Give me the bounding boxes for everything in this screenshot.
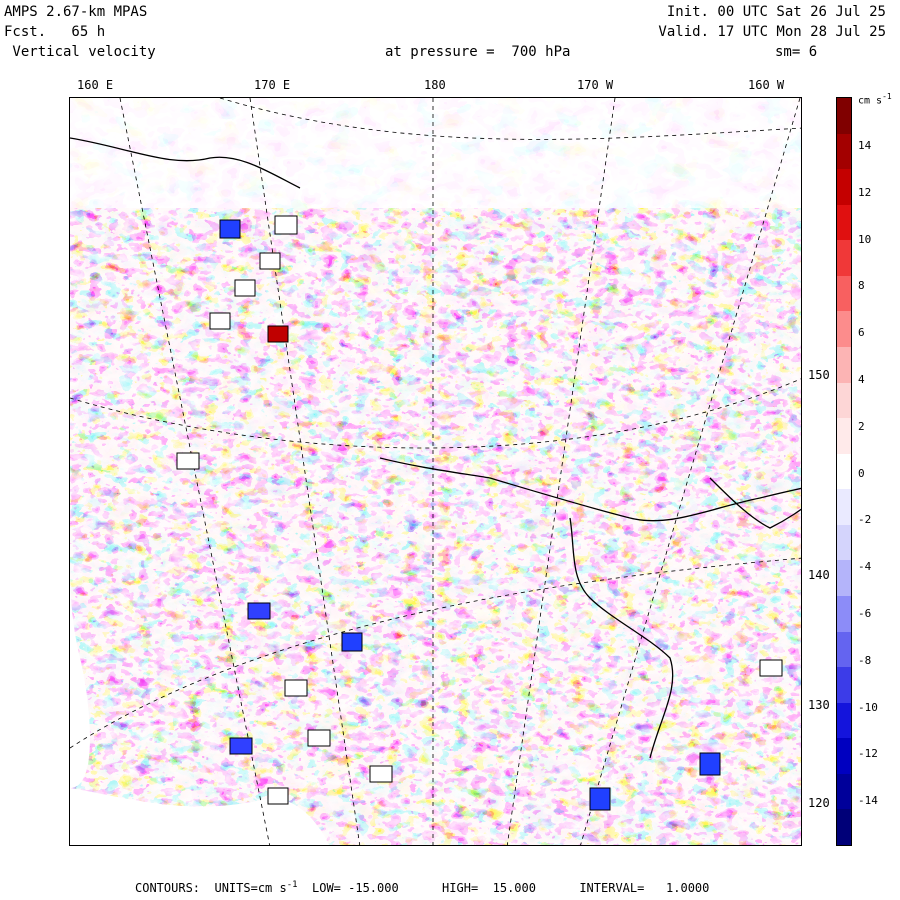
colorbar-segment xyxy=(837,169,851,206)
vertical-velocity-map xyxy=(69,97,802,846)
lon-label-170w: 170 W xyxy=(577,78,614,92)
lat-label-130w: 130 W xyxy=(808,698,845,712)
colorbar-tick-label: -2 xyxy=(858,513,872,527)
colorbar-segment xyxy=(837,773,851,810)
colorbar-segment xyxy=(837,560,851,597)
graticule xyxy=(70,98,801,845)
colorbar-segment xyxy=(837,596,851,633)
colorbar-tick-label: 12 xyxy=(858,185,872,199)
colorbar-unit: cm s-1 xyxy=(858,92,892,107)
colorbar-tick-label: 6 xyxy=(858,326,865,340)
lon-label-170e: 170 E xyxy=(254,78,291,92)
velocity-field xyxy=(70,98,801,845)
lon-label-160w: 160 W xyxy=(748,78,785,92)
colorbar-segment xyxy=(837,453,851,490)
colorbar-segment xyxy=(837,631,851,668)
colorbar-tick-label: 0 xyxy=(858,466,865,480)
colorbar-tick-label: 2 xyxy=(858,419,865,433)
lon-label-160e: 160 E xyxy=(77,78,114,92)
contour-info: CONTOURS: UNITS=cm s-1 LOW= -15.000 HIGH… xyxy=(135,880,710,895)
colorbar-segment xyxy=(837,311,851,348)
colorbar-segment xyxy=(837,667,851,704)
field-name: Vertical velocity xyxy=(4,44,156,60)
colorbar-segment xyxy=(837,809,851,846)
colorbar-tick-label: -12 xyxy=(858,747,878,761)
pressure-level: at pressure = 700 hPa xyxy=(385,44,571,60)
colorbar-tick-label: 10 xyxy=(858,232,872,246)
forecast-hour: Fcst. 65 h xyxy=(4,24,106,40)
smoothing: sm= 6 xyxy=(775,44,818,60)
colorbar-tick-label: -10 xyxy=(858,700,878,714)
colorbar-segment xyxy=(837,275,851,312)
colorbar-tick-label: 8 xyxy=(858,279,865,293)
lat-label-150w: 150 W xyxy=(808,368,845,382)
model-title: AMPS 2.67-km MPAS xyxy=(4,4,148,20)
lat-label-140w: 140 W xyxy=(808,568,845,582)
colorbar-tick-label: 14 xyxy=(858,139,872,152)
colorbar-segment xyxy=(837,98,851,135)
colorbar-tick-label: -4 xyxy=(858,560,872,574)
colorbar-segment xyxy=(837,204,851,241)
colorbar-segment xyxy=(837,489,851,526)
colorbar-segment xyxy=(837,738,851,775)
contour-labels xyxy=(176,215,783,811)
colorbar-segment xyxy=(837,702,851,739)
colorbar-tick-label: -8 xyxy=(858,653,872,667)
coastline xyxy=(70,137,801,759)
colorbar-segment xyxy=(837,382,851,419)
map-canvas xyxy=(70,98,801,845)
colorbar-segment xyxy=(837,524,851,561)
colorbar xyxy=(836,97,852,846)
init-time: Init. 00 UTC Sat 26 Jul 25 xyxy=(666,4,886,20)
colorbar-tick-label: -6 xyxy=(858,607,872,620)
lat-label-120w: 120 W xyxy=(808,796,845,810)
colorbar-segment xyxy=(837,347,851,384)
colorbar-segment xyxy=(837,133,851,170)
colorbar-segment xyxy=(837,240,851,277)
valid-time: Valid. 17 UTC Mon 28 Jul 25 xyxy=(658,24,886,40)
colorbar-tick-label: -14 xyxy=(858,794,878,808)
colorbar-tick-label: 4 xyxy=(858,373,865,386)
colorbar-segment xyxy=(837,418,851,455)
lon-label-180: 180 xyxy=(424,78,446,92)
